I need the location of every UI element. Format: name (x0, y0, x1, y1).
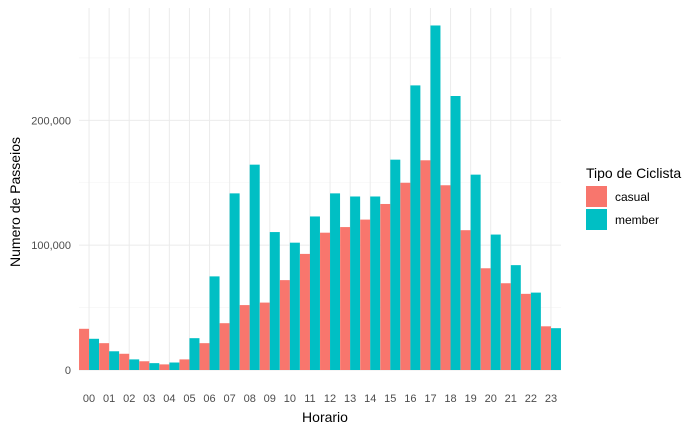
x-tick-label: 05 (183, 393, 195, 405)
x-tick-label: 00 (83, 393, 95, 405)
bar-casual-16 (400, 182, 411, 370)
bar-casual-23 (540, 326, 551, 370)
x-tick-label: 07 (224, 393, 236, 405)
legend-swatch-member (586, 209, 607, 230)
bar-member-10 (289, 242, 300, 370)
bar-member-09 (269, 232, 280, 370)
bar-member-04 (169, 362, 180, 370)
x-tick-label: 09 (264, 393, 276, 405)
bar-member-18 (450, 96, 461, 370)
x-tick-label: 22 (525, 393, 537, 405)
bar-member-13 (350, 196, 361, 370)
bar-casual-20 (480, 268, 491, 370)
bar-member-15 (390, 159, 401, 370)
bar-casual-10 (279, 280, 290, 370)
bar-member-11 (309, 216, 320, 370)
x-tick-label: 06 (203, 393, 215, 405)
bar-member-17 (430, 25, 441, 371)
bar-casual-21 (500, 283, 511, 370)
x-tick-label: 19 (465, 393, 477, 405)
bar-member-06 (209, 276, 220, 370)
x-tick-label: 23 (545, 393, 557, 405)
x-tick-label: 01 (103, 393, 115, 405)
x-tick-label: 13 (344, 393, 356, 405)
legend-label-casual: casual (615, 190, 650, 204)
bar-casual-05 (179, 359, 190, 370)
legend-label-member: member (615, 213, 659, 227)
bar-casual-11 (299, 253, 310, 370)
x-tick-label: 10 (284, 393, 296, 405)
legend-swatch-casual (586, 186, 607, 207)
y-tick-label: 0 (65, 365, 71, 377)
bar-member-20 (490, 234, 501, 370)
bar-member-02 (129, 359, 140, 370)
bar-member-03 (149, 363, 160, 370)
bar-member-16 (410, 85, 421, 371)
bar-member-19 (470, 174, 481, 370)
bar-casual-22 (520, 293, 531, 370)
bar-member-22 (530, 292, 541, 370)
y-axis-title: Numero de Passeios (7, 137, 23, 267)
bar-casual-17 (420, 160, 431, 370)
x-tick-label: 02 (123, 393, 135, 405)
x-tick-label: 17 (424, 393, 436, 405)
x-tick-label: 15 (384, 393, 396, 405)
bar-member-01 (109, 351, 120, 370)
x-tick-label: 03 (143, 393, 155, 405)
x-axis-ticks: 00 01 02 03 04 05 06 07 08 09 10 11 12 13 14 15 16 17 18 19… (83, 393, 557, 405)
bar-member-00 (89, 338, 100, 370)
bars (79, 25, 561, 371)
bar-casual-04 (159, 364, 170, 370)
x-tick-label: 11 (304, 393, 315, 405)
y-tick-label: 200,000 (31, 115, 71, 127)
bar-member-05 (189, 338, 200, 370)
bar-casual-09 (259, 302, 270, 370)
bar-casual-06 (199, 343, 210, 370)
bar-member-12 (330, 193, 341, 370)
bar-casual-03 (139, 361, 150, 370)
x-tick-label: 21 (505, 393, 517, 405)
bar-casual-15 (380, 203, 391, 370)
x-tick-label: 18 (444, 393, 456, 405)
legend-title: Tipo de Ciclista (586, 165, 681, 181)
legend: Tipo de Ciclista casual member (586, 165, 681, 230)
bar-member-14 (370, 196, 381, 370)
bar-casual-12 (320, 232, 331, 370)
bar-casual-07 (219, 323, 230, 370)
bar-casual-00 (79, 328, 90, 370)
bar-casual-02 (119, 353, 130, 370)
x-tick-label: 16 (404, 393, 416, 405)
bar-casual-13 (340, 227, 351, 370)
x-tick-label: 20 (485, 393, 497, 405)
bar-casual-19 (460, 230, 471, 370)
x-axis-title: Horario (302, 409, 348, 425)
bar-casual-08 (239, 305, 250, 370)
bar-casual-18 (440, 185, 451, 370)
y-axis-ticks: 0 100,000 200,000 (31, 115, 71, 377)
bar-casual-14 (360, 219, 371, 370)
bar-member-21 (510, 265, 521, 370)
x-tick-label: 08 (244, 393, 256, 405)
y-tick-label: 100,000 (31, 240, 71, 252)
bar-member-07 (229, 193, 240, 370)
x-tick-label: 14 (364, 393, 376, 405)
bar-casual-01 (99, 343, 110, 370)
bar-member-23 (550, 328, 561, 370)
bar-member-08 (249, 164, 260, 370)
x-tick-label: 12 (324, 393, 336, 405)
x-tick-label: 04 (163, 393, 175, 405)
